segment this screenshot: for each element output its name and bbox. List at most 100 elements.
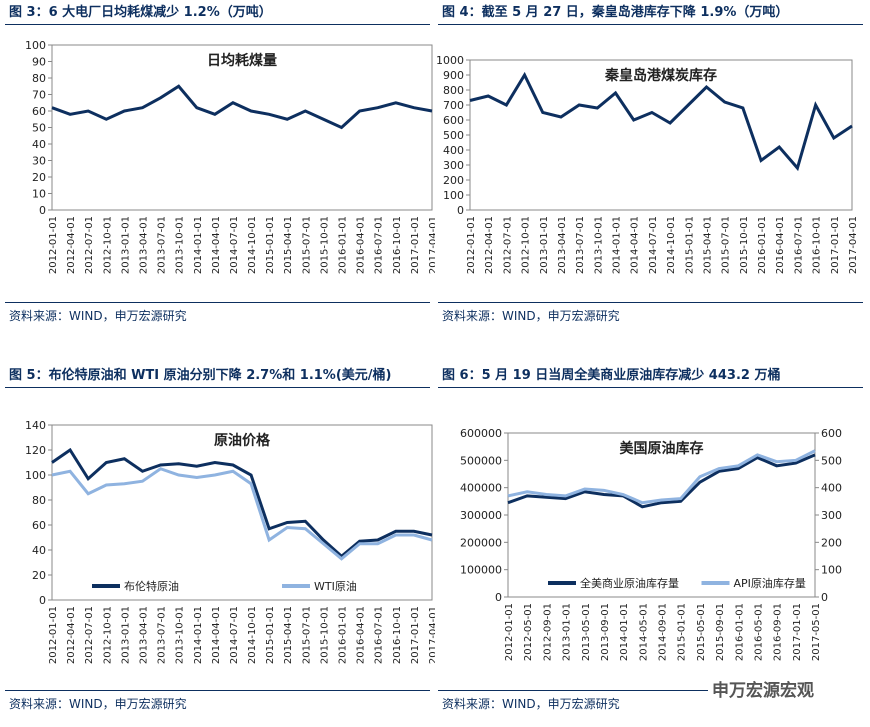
x-tick-label: 2012-01-01 xyxy=(48,216,59,274)
y-tick-label: 400000 xyxy=(460,482,502,495)
x-tick-label: 2016-10-01 xyxy=(812,216,823,274)
y2-tick-label: 100 xyxy=(821,564,842,577)
series-line xyxy=(507,449,816,505)
x-tick-label: 2016-04-01 xyxy=(775,216,786,274)
x-tick-label: 2015-01-01 xyxy=(684,216,695,274)
x-tick-label: 2017-01-01 xyxy=(410,216,421,274)
x-tick-label: 2016-09-01 xyxy=(773,603,784,661)
x-tick-label: 2012-04-01 xyxy=(484,216,495,274)
y2-tick-label: 600 xyxy=(821,427,842,440)
x-tick-label: 2013-10-01 xyxy=(175,216,186,274)
y-tick-label: 40 xyxy=(32,138,46,151)
x-tick-label: 2016-01-01 xyxy=(757,216,768,274)
x-tick-label: 2015-04-01 xyxy=(702,216,713,274)
y-tick-label: 500000 xyxy=(460,454,502,467)
x-tick-label: 2013-09-01 xyxy=(600,603,611,661)
caption: 图 3：6 大电厂日均耗煤减少 1.2%（万吨） xyxy=(5,2,430,25)
x-tick-label: 2012-04-01 xyxy=(66,606,77,664)
caption: 图 6：5 月 19 日当周全美商业原油库存减少 443.2 万桶 xyxy=(438,365,863,388)
source: 资料来源：WIND，申万宏源研究 xyxy=(5,302,430,324)
x-tick-label: 2015-07-01 xyxy=(301,216,312,274)
y-tick-label: 30 xyxy=(32,155,46,168)
x-tick-label: 2017-01-01 xyxy=(830,216,841,274)
panel: 图 3：6 大电厂日均耗煤减少 1.2%（万吨） xyxy=(5,2,430,25)
x-tick-label: 2015-10-01 xyxy=(319,606,330,664)
x-tick-label: 2016-10-01 xyxy=(392,216,403,274)
x-tick-label: 2013-10-01 xyxy=(175,606,186,664)
x-tick-label: 2015-01-01 xyxy=(265,216,276,274)
x-tick-label: 2017-04-01 xyxy=(428,606,435,664)
x-tick-label: 2015-10-01 xyxy=(319,216,330,274)
x-tick-label: 2014-07-01 xyxy=(229,216,240,274)
x-tick-label: 2013-01-01 xyxy=(120,216,131,274)
x-tick-label: 2014-04-01 xyxy=(211,216,222,274)
plot-frame xyxy=(51,44,433,211)
plot-frame xyxy=(51,424,433,601)
x-tick-label: 2015-04-01 xyxy=(283,216,294,274)
y-tick-label: 0 xyxy=(457,204,464,217)
y-tick-label: 900 xyxy=(443,69,464,82)
y-tick-label: 100000 xyxy=(460,564,502,577)
x-tick-label: 2012-10-01 xyxy=(102,606,113,664)
x-tick-label: 2014-07-01 xyxy=(648,216,659,274)
x-tick-label: 2012-04-01 xyxy=(66,216,77,274)
x-tick-label: 2013-04-01 xyxy=(557,216,568,274)
x-tick-label: 2016-10-01 xyxy=(392,606,403,664)
x-tick-label: 2014-01-01 xyxy=(619,603,630,661)
series-line xyxy=(51,467,433,561)
x-tick-label: 2013-01-01 xyxy=(120,606,131,664)
watermark: 申万宏源宏观 xyxy=(712,681,814,701)
x-tick-label: 2017-04-01 xyxy=(848,216,859,274)
chart: 0 100 200 300 400 500 600 700 800 900 1000 2012-01-… xyxy=(436,54,859,274)
y-tick-label: 120 xyxy=(25,444,46,457)
source: 资料来源：WIND，申万宏源研究 xyxy=(5,690,430,712)
y-tick-label: 90 xyxy=(32,56,46,69)
x-tick-label: 2014-04-01 xyxy=(211,606,222,664)
legend-label: API原油库存量 xyxy=(734,576,806,590)
y-tick-label: 60 xyxy=(32,519,46,532)
x-tick-label: 2016-07-01 xyxy=(793,216,804,274)
y-tick-label: 200 xyxy=(443,174,464,187)
chart-title: 美国原油库存 xyxy=(620,440,704,457)
series-line xyxy=(51,84,433,130)
panel: 图 5：布伦特原油和 WTI 原油分别下降 2.7%和 1.1%(美元/桶) xyxy=(5,365,430,388)
y-tick-label: 700 xyxy=(443,99,464,112)
x-tick-label: 2012-10-01 xyxy=(521,216,532,274)
legend-label: 布伦特原油 xyxy=(124,579,179,593)
y-tick-label: 70 xyxy=(32,89,46,102)
y-tick-label: 800 xyxy=(443,84,464,97)
x-tick-label: 2014-01-01 xyxy=(612,216,623,274)
chart-title: 日均耗煤量 xyxy=(207,52,277,69)
chart-title: 原油价格 xyxy=(214,432,271,449)
x-tick-label: 2013-07-01 xyxy=(157,216,168,274)
x-tick-label: 2013-10-01 xyxy=(593,216,604,274)
y-tick-label: 20 xyxy=(32,171,46,184)
x-tick-label: 2012-09-01 xyxy=(542,603,553,661)
y-tick-label: 300 xyxy=(443,159,464,172)
x-tick-label: 2016-07-01 xyxy=(374,606,385,664)
y-tick-label: 100 xyxy=(25,39,46,52)
x-tick-label: 2017-04-01 xyxy=(428,216,435,274)
source: 资料来源：WIND，申万宏源研究 xyxy=(438,690,708,712)
x-tick-label: 2015-05-01 xyxy=(696,603,707,661)
x-tick-label: 2015-09-01 xyxy=(715,603,726,661)
x-tick-label: 2014-10-01 xyxy=(666,216,677,274)
y2-tick-label: 400 xyxy=(821,482,842,495)
x-tick-label: 2013-07-01 xyxy=(157,606,168,664)
y-tick-label: 100 xyxy=(443,189,464,202)
x-tick-label: 2017-05-01 xyxy=(811,603,822,661)
x-tick-label: 2015-07-01 xyxy=(301,606,312,664)
chart: 0 20 40 60 80 100 120 140 2012-01-01 2012-04-01 20… xyxy=(25,419,435,664)
x-tick-label: 2017-01-01 xyxy=(410,606,421,664)
y-tick-label: 300000 xyxy=(460,509,502,522)
y-tick-label: 80 xyxy=(32,494,46,507)
x-tick-label: 2015-04-01 xyxy=(283,606,294,664)
y-tick-label: 50 xyxy=(32,122,46,135)
y-tick-label: 20 xyxy=(32,569,46,582)
x-tick-label: 2015-01-01 xyxy=(265,606,276,664)
x-tick-label: 2014-05-01 xyxy=(638,603,649,661)
x-tick-label: 2016-01-01 xyxy=(734,603,745,661)
x-tick-label: 2015-10-01 xyxy=(739,216,750,274)
y-tick-label: 500 xyxy=(443,129,464,142)
x-tick-label: 2014-01-01 xyxy=(193,216,204,274)
